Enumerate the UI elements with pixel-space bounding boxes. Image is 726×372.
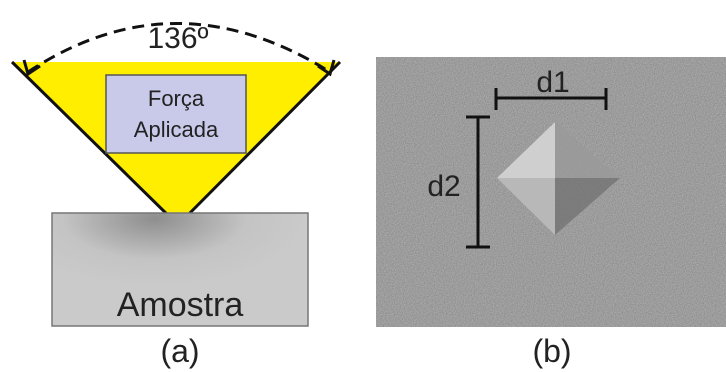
d1-label: d1 bbox=[536, 66, 569, 99]
figure: 136º Força Aplicada Amostra (a) d1 d2 (b… bbox=[0, 0, 726, 372]
caption: (b) bbox=[532, 333, 571, 369]
sample-label: Amostra bbox=[117, 286, 244, 324]
panel-a: 136º Força Aplicada Amostra (a) bbox=[12, 22, 340, 369]
force-label: Força bbox=[148, 86, 205, 111]
caption: (a) bbox=[160, 333, 199, 369]
d2-label: d2 bbox=[427, 170, 460, 203]
angle-label: 136º bbox=[147, 22, 208, 55]
force-label: Aplicada bbox=[134, 117, 219, 142]
panel-b: d1 d2 (b) bbox=[376, 57, 726, 369]
